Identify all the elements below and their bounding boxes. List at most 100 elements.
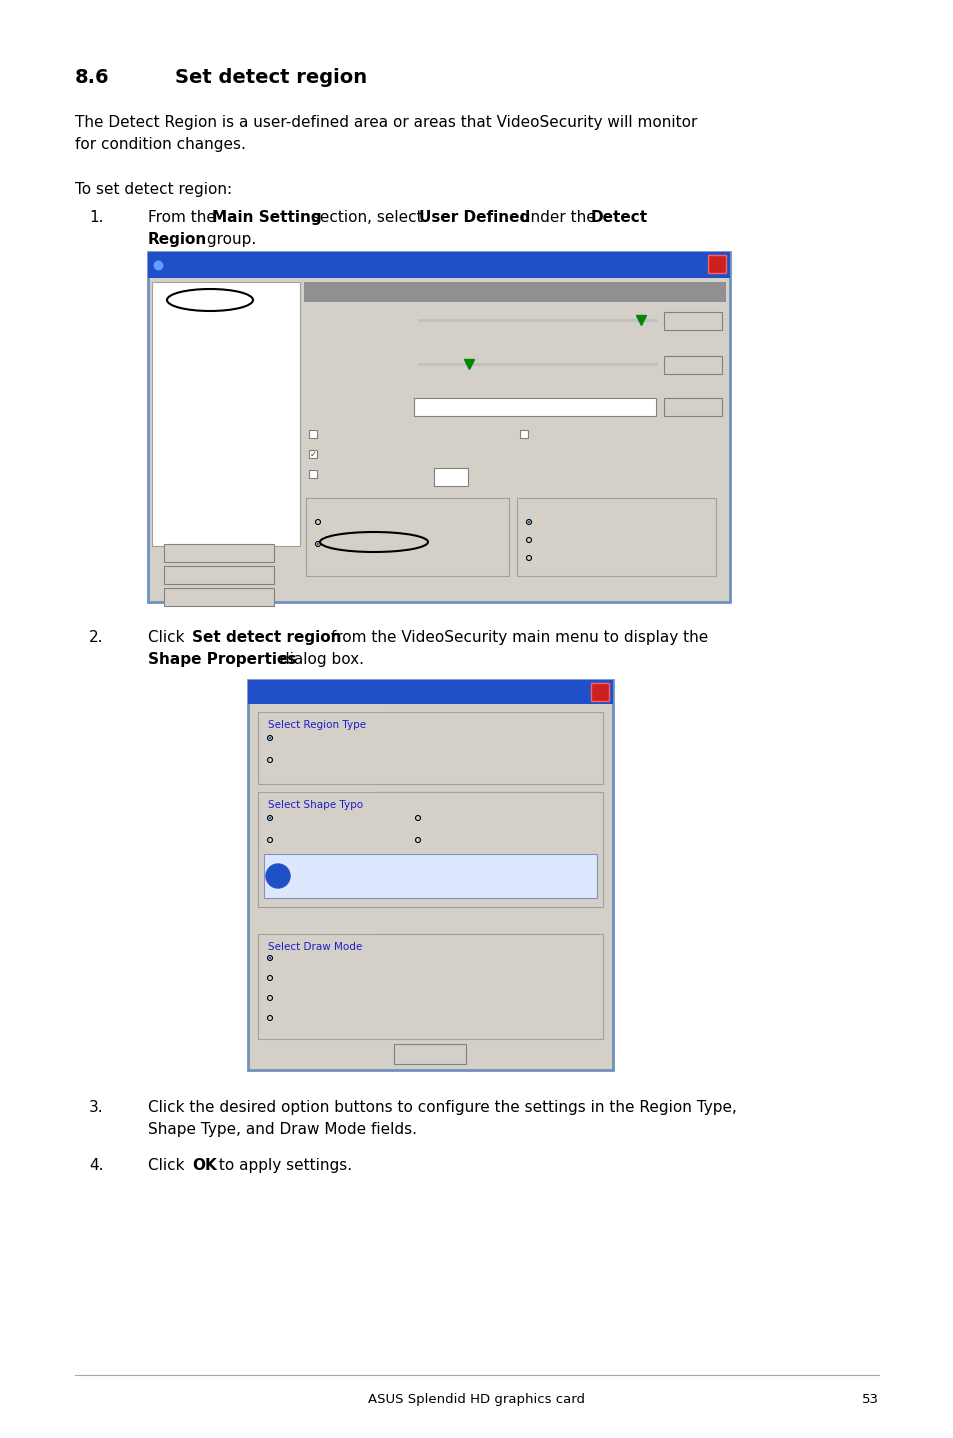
Text: Always on top: Always on top [537,554,610,564]
Text: 3: 3 [574,375,579,385]
Text: Left  Button To Add Polygon point ,: Left Button To Add Polygon point , [295,861,464,871]
FancyBboxPatch shape [309,450,316,457]
FancyBboxPatch shape [663,312,721,329]
Text: Record Setting: Record Setting [170,370,247,380]
Text: dialog box.: dialog box. [274,651,364,667]
Text: Main Setting: Main Setting [212,210,321,224]
Text: Select Shape Typo: Select Shape Typo [268,800,363,810]
Text: Main Setting: Main Setting [160,292,226,302]
Text: Full window: Full window [326,518,386,528]
FancyBboxPatch shape [663,398,721,416]
Text: 2: 2 [495,375,500,385]
Text: Select Region Type: Select Region Type [268,720,366,731]
Circle shape [266,864,290,889]
FancyBboxPatch shape [663,357,721,374]
FancyBboxPatch shape [707,255,725,273]
Text: Enable nuti-devices: Enable nuti-devices [533,430,635,440]
Text: 4.: 4. [89,1158,103,1173]
FancyBboxPatch shape [590,683,608,700]
Text: (90%): (90%) [308,328,338,338]
FancyBboxPatch shape [304,282,725,302]
Text: Autorun detect when program run.: Autorun detect when program run. [322,430,503,440]
Text: from the VideoSecurity main menu to display the: from the VideoSecurity main menu to disp… [326,630,707,646]
Text: Normal: Normal [537,518,575,528]
Text: while Right To End Draw Polygon.: while Right To End Draw Polygon. [295,876,458,886]
Circle shape [269,956,271,959]
FancyBboxPatch shape [164,588,274,605]
FancyBboxPatch shape [248,680,613,1070]
Text: Set detect region: Set detect region [192,630,341,646]
FancyBboxPatch shape [148,252,729,603]
Text: + Advance: + Advance [160,421,216,431]
Text: High: High [634,332,654,341]
Text: Enable alarm.: Enable alarm. [322,450,394,460]
Text: section, select: section, select [307,210,427,224]
Text: Default: Default [673,316,711,326]
Text: ASUS VideoSecurity Options: ASUS VideoSecurity Options [168,265,344,275]
Text: OK: OK [192,1158,216,1173]
Text: Draw Not Detect Region: Draw Not Detect Region [277,756,403,766]
FancyBboxPatch shape [164,544,274,562]
Text: Region: Region [148,232,207,247]
Text: Detecting sensibility:: Detecting sensibility: [308,312,417,322]
Text: ✕: ✕ [712,260,720,270]
FancyBboxPatch shape [152,282,299,546]
Text: 8.6: 8.6 [75,68,110,88]
Text: Ellipse Shape: Ellipse Shape [426,814,496,824]
Text: Rectangle Shape: Rectangle Shape [277,814,365,824]
Text: Delay detecting for: Delay detecting for [322,470,422,480]
Text: Detecting interval:: Detecting interval: [308,357,405,367]
FancyBboxPatch shape [434,467,468,486]
Text: Shape Properties: Shape Properties [257,689,373,703]
Text: Round Shape: Round Shape [426,835,495,846]
Text: Draw To  Detect Region: Draw To Detect Region [277,733,399,743]
Text: Browse: Browse [673,403,711,413]
Text: for condition changes.: for condition changes. [75,137,246,152]
Text: Select Draw Mode: Select Draw Mode [268,942,362,952]
Text: 53: 53 [862,1393,878,1406]
FancyBboxPatch shape [394,1044,465,1064]
Text: ✕: ✕ [596,687,603,697]
Text: Clear all and Add with properties above: Clear all and Add with properties above [277,974,484,984]
Text: under the: under the [516,210,600,224]
Text: C:\VideoSec: C:\VideoSec [417,406,480,416]
FancyBboxPatch shape [519,430,527,439]
Text: User defined: User defined [326,541,392,549]
Text: From the: From the [148,210,220,224]
Circle shape [269,817,271,820]
Text: 4: 4 [652,375,658,385]
Text: Email Setting: Email Setting [170,344,239,354]
Text: Click: Click [148,630,190,646]
FancyBboxPatch shape [257,792,602,907]
Text: Seconds: Seconds [472,470,516,480]
Circle shape [316,542,319,545]
Text: The Detect Region is a user-defined area or areas that VideoSecurity will monito: The Detect Region is a user-defined area… [75,115,697,129]
Text: Click the desired option buttons to configure the settings in the Region Type,: Click the desired option buttons to conf… [148,1100,736,1114]
Text: Help: Help [206,592,232,603]
FancyBboxPatch shape [414,398,656,416]
Text: Low: Low [418,332,436,341]
FancyBboxPatch shape [306,498,509,577]
Text: Detect: Detect [590,210,647,224]
Text: (times/sec): (times/sec) [308,372,366,383]
Circle shape [269,736,271,739]
FancyBboxPatch shape [164,567,274,584]
Text: ASUS Splendid HD graphics card: ASUS Splendid HD graphics card [368,1393,585,1406]
Text: Shape Properties: Shape Properties [148,651,296,667]
Text: 3.: 3. [89,1100,104,1114]
FancyBboxPatch shape [264,854,597,897]
Text: Window Style: Window Style [524,506,595,516]
Text: Default: Default [673,361,711,371]
Text: User Defined: User Defined [418,210,530,224]
FancyBboxPatch shape [309,430,316,439]
Circle shape [527,521,530,523]
FancyBboxPatch shape [309,470,316,477]
Text: Prompt :You can draw 10 regions at most !: Prompt :You can draw 10 regions at most … [264,916,486,926]
Text: Working directory:: Working directory: [308,400,403,410]
Text: OK: OK [421,1050,437,1060]
Text: Cancel: Cancel [200,571,237,581]
Text: to apply settings.: to apply settings. [213,1158,352,1173]
Text: 0: 0 [438,475,445,485]
Text: Minimized as a tray icon: Minimized as a tray icon [537,536,663,546]
Text: Shape Type, and Draw Mode fields.: Shape Type, and Draw Mode fields. [148,1122,416,1137]
